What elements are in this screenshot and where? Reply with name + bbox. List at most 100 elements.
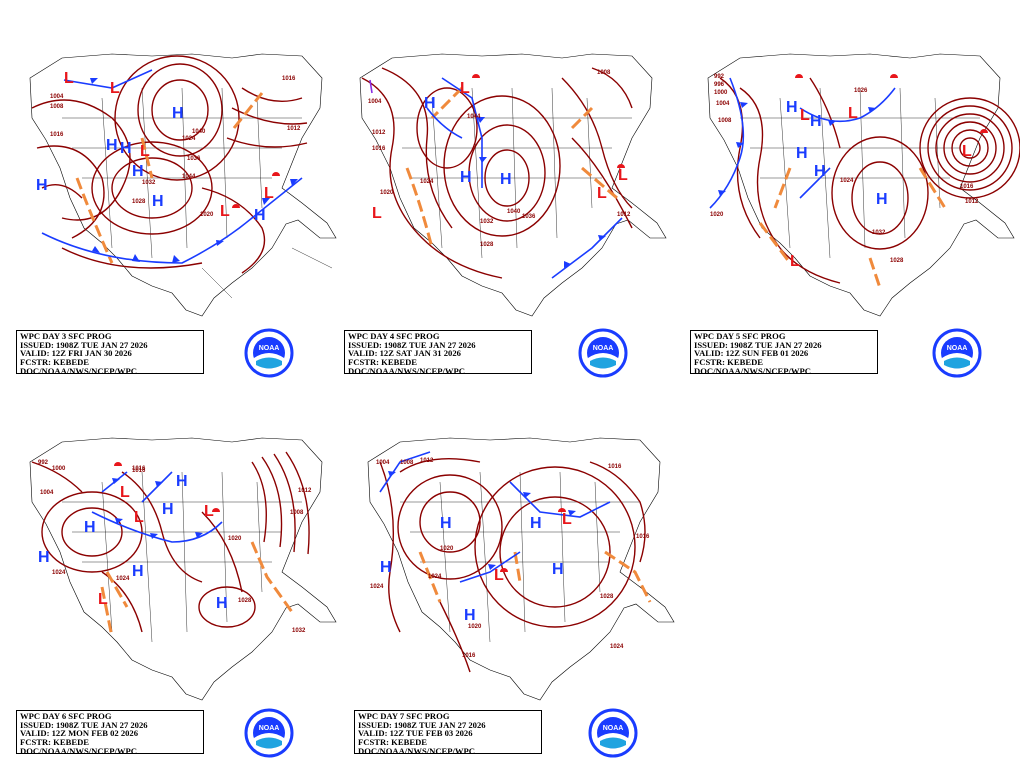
caption-issued: ISSUED: 1908Z TUE JAN 27 2026 (20, 720, 148, 730)
isobar-label: 1012 (420, 458, 434, 464)
isobar-label: 1020 (468, 624, 482, 630)
caption-issued: ISSUED: 1908Z TUE JAN 27 2026 (348, 340, 476, 350)
isobar-label: 1004 (50, 94, 64, 100)
high-center: H (152, 193, 164, 210)
isobar-label: 1012 (287, 126, 301, 132)
map-svg-day7: H H H H H L L 1004 1008 1012 1016 1020 1… (367, 437, 675, 701)
svg-text:L: L (790, 253, 800, 270)
caption-title: WPC DAY 6 SFC PROG (20, 712, 112, 721)
caption-valid: VALID: 12Z TUE FEB 03 2026 (358, 729, 473, 739)
svg-text:NOAA: NOAA (947, 345, 968, 352)
panel-day6: H H H H H H L L L L 992 1000 1004 1008 1… (2, 432, 342, 762)
svg-text:H: H (500, 171, 512, 188)
caption-issued: ISSUED: 1908Z TUE JAN 27 2026 (358, 720, 486, 730)
svg-text:NOAA: NOAA (259, 725, 280, 732)
caption-title: WPC DAY 3 SFC PROG (20, 332, 112, 341)
isobar-label: 1012 (617, 212, 631, 218)
svg-text:H: H (162, 501, 174, 518)
svg-text:L: L (134, 509, 144, 526)
isobar-label: 1028 (600, 594, 614, 600)
low-center: L (140, 143, 150, 160)
svg-text:H: H (176, 473, 188, 490)
noaa-logo: NOAA (578, 328, 628, 378)
low-center: L (110, 80, 120, 97)
isobar-label: 1028 (480, 242, 494, 248)
isobar-label: 1024 (428, 574, 442, 580)
svg-text:L: L (204, 503, 214, 520)
isobar-label: 1020 (200, 212, 214, 218)
isobar-label: 1016 (960, 184, 974, 190)
map-svg-day6: H H H H H H L L L L 992 1000 1004 1008 1… (29, 437, 337, 701)
isobar-label: 1028 (132, 199, 146, 205)
isobar-label: 1024 (370, 584, 384, 590)
caption-valid: VALID: 12Z SAT JAN 31 2026 (348, 349, 461, 359)
isobar-label: 1016 (636, 534, 650, 540)
isobar-label: 1004 (40, 490, 54, 496)
isobar-label: 1044 (467, 114, 481, 120)
caption-forecaster: FCSTR: KEBEDE (20, 358, 90, 367)
isobar-label: 996 (714, 82, 725, 88)
svg-text:H: H (786, 99, 798, 116)
caption-agency: DOC/NOAA/NWS/NCEP/WPC (694, 366, 811, 376)
isobar-label: 1016 (132, 468, 146, 474)
svg-text:H: H (424, 95, 436, 112)
caption-valid: VALID: 12Z MON FEB 02 2026 (20, 729, 139, 739)
svg-text:H: H (876, 191, 888, 208)
isobar-label: 1016 (282, 76, 296, 82)
isobar-label: 1028 (238, 598, 252, 604)
caption-issued: ISSUED: 1908Z TUE JAN 27 2026 (694, 340, 822, 350)
svg-text:L: L (372, 205, 382, 222)
svg-text:H: H (796, 145, 808, 162)
isobar-label: 992 (38, 460, 49, 466)
svg-text:L: L (562, 511, 572, 528)
panel-day3: H H H H H H H L L L L L 1004 1008 1016 1… (2, 48, 342, 378)
panel-day5: H H H H H L L L L 992 996 1000 1004 1008… (680, 48, 1020, 378)
svg-text:H: H (464, 607, 476, 624)
isobar-label: 1032 (872, 230, 886, 236)
isobar-label: 1004 (368, 99, 382, 105)
isobar-label: 1044 (182, 174, 196, 180)
isobar-labels-day4: 1004 1012 1016 1020 1024 1028 1032 1036 … (368, 70, 631, 248)
svg-text:H: H (810, 113, 822, 130)
svg-text:H: H (440, 515, 452, 532)
caption-valid: VALID: 12Z FRI JAN 30 2026 (20, 349, 132, 359)
noaa-logo: NOAA (244, 708, 294, 758)
noaa-logo: NOAA (588, 708, 638, 758)
svg-text:L: L (460, 80, 470, 97)
surface-map-day7: H H H H H L L 1004 1008 1012 1016 1020 1… (340, 432, 680, 702)
isobar-label: 1012 (965, 199, 979, 205)
caption-issued: ISSUED: 1908Z TUE JAN 27 2026 (20, 340, 148, 350)
surface-map-day6: H H H H H H L L L L 992 1000 1004 1008 1… (2, 432, 342, 702)
isobar-label: 1008 (718, 118, 732, 124)
isobar-label: 1000 (52, 466, 66, 472)
isobar-label: 1024 (52, 570, 66, 576)
svg-text:L: L (98, 591, 108, 608)
caption-title: WPC DAY 4 SFC PROG (348, 332, 440, 341)
isobar-label: 1012 (372, 130, 386, 136)
isobar-labels-day7: 1004 1008 1012 1016 1020 1024 1028 1016 … (370, 458, 650, 659)
caption-box: WPC DAY 6 SFC PROG ISSUED: 1908Z TUE JAN… (16, 710, 204, 755)
isobar-label: 1012 (298, 488, 312, 494)
low-center: L (220, 203, 230, 220)
isobar-labels-day6: 992 1000 1004 1008 1016 1020 1024 1028 1… (38, 460, 312, 634)
caption-box: WPC DAY 7 SFC PROG ISSUED: 1908Z TUE JAN… (354, 710, 542, 755)
surface-map-day4: H H H L L L L 1004 1012 1016 1020 1024 1… (332, 48, 672, 318)
isobar-label: 1016 (372, 146, 386, 152)
high-center: H (36, 177, 48, 194)
svg-text:L: L (962, 143, 972, 160)
svg-text:L: L (494, 567, 504, 584)
isobar-label: 1008 (400, 460, 414, 466)
noaa-logo: NOAA (244, 328, 294, 378)
map-svg-day3: H H H H H H H L L L L L 1004 1008 1016 1… (29, 53, 337, 317)
isobar-label: 1024 (420, 179, 434, 185)
isobar-label: 1036 (187, 156, 201, 162)
isobar-label: 1016 (132, 466, 146, 472)
isobar-label: 1032 (142, 180, 156, 186)
caption-forecaster: FCSTR: KEBEDE (20, 738, 90, 747)
svg-text:H: H (530, 515, 542, 532)
high-center: H (106, 137, 118, 154)
svg-text:H: H (84, 519, 96, 536)
isobar-label: 1032 (480, 219, 494, 225)
caption-valid: VALID: 12Z SUN FEB 01 2026 (694, 349, 809, 359)
isobar-label: 1036 (522, 214, 536, 220)
